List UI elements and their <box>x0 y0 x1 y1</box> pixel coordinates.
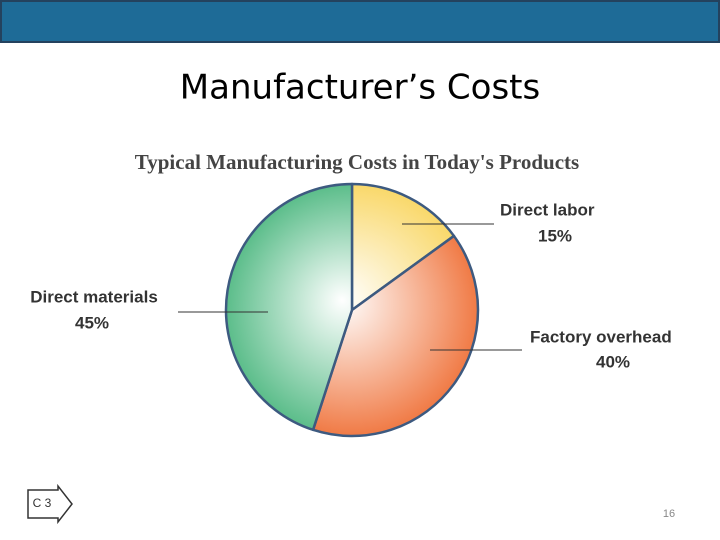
badge-arrow <box>27 483 73 525</box>
pie-slice <box>350 182 456 312</box>
badge-text: C 3 <box>33 496 52 510</box>
slide-title: Manufacturer’s Costs <box>180 68 540 108</box>
chart-title: Typical Manufacturing Costs in Today's P… <box>135 150 579 174</box>
pie-slice <box>311 234 480 438</box>
page-number: 16 <box>663 508 675 520</box>
header-bar <box>0 0 720 43</box>
slice-value-label: 15% <box>538 226 572 245</box>
slice-label: Direct materials <box>30 287 158 306</box>
slice-value-label: 40% <box>596 352 630 371</box>
slice-label: Direct labor <box>500 200 595 219</box>
slice-value-label: 45% <box>75 313 109 332</box>
pie-slice <box>224 182 354 432</box>
pie <box>224 182 480 438</box>
slice-label: Factory overhead <box>530 327 672 346</box>
